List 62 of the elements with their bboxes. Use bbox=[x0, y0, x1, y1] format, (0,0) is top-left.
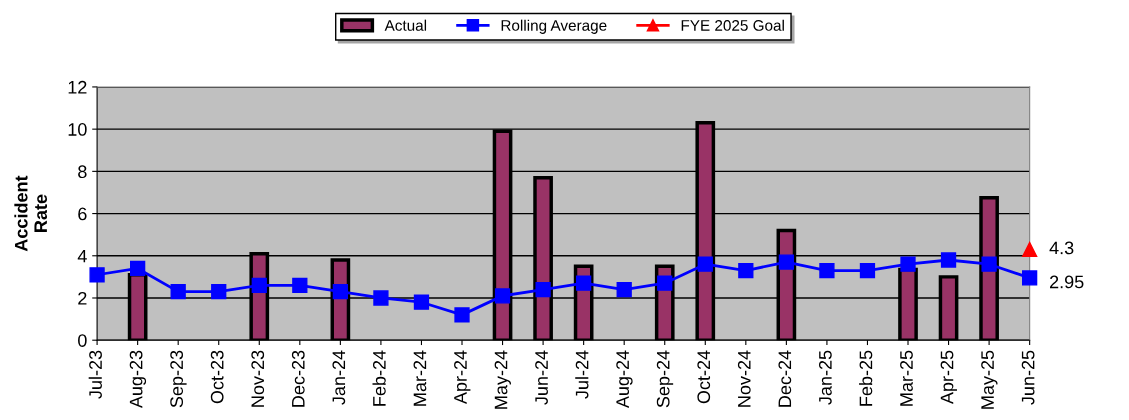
legend-label: Rolling Average bbox=[501, 19, 607, 34]
point bbox=[697, 256, 713, 272]
point bbox=[819, 262, 835, 279]
x-tick-label: Mar-24 bbox=[413, 350, 427, 406]
x-tick-label: May-24 bbox=[494, 350, 511, 409]
point bbox=[494, 288, 511, 304]
point bbox=[170, 284, 186, 300]
x-tick-label: Sep-24 bbox=[656, 350, 674, 408]
point bbox=[900, 256, 916, 272]
x-tick-label: Apr-24 bbox=[454, 350, 471, 405]
point bbox=[1022, 270, 1038, 286]
point bbox=[413, 294, 430, 310]
x-tick-label: Sep-23 bbox=[170, 350, 187, 408]
y-tick-label: 0 bbox=[78, 334, 87, 347]
point bbox=[89, 267, 105, 283]
point bbox=[251, 277, 267, 293]
point bbox=[332, 284, 349, 300]
point bbox=[616, 281, 632, 298]
data-label: 2.95 bbox=[1050, 275, 1084, 289]
point bbox=[859, 262, 876, 279]
point bbox=[981, 256, 997, 272]
point bbox=[657, 275, 673, 291]
x-tick-label: Dec-23 bbox=[291, 350, 305, 407]
point bbox=[1022, 241, 1038, 258]
y-tick-label: 10 bbox=[68, 123, 87, 136]
x-tick-label: Jun-25 bbox=[1021, 350, 1035, 405]
point bbox=[535, 281, 551, 298]
y-tick-label: 6 bbox=[78, 207, 87, 221]
y-tick-label: 4 bbox=[77, 249, 87, 263]
legend-label: FYE 2025 Goal bbox=[681, 19, 784, 31]
x-tick-label: Dec-24 bbox=[778, 350, 792, 407]
x-tick-label: Jul-24 bbox=[575, 350, 589, 399]
x-tick-label: Feb-24 bbox=[372, 350, 386, 406]
y-tick-label: 8 bbox=[78, 165, 87, 179]
point bbox=[454, 307, 470, 323]
x-tick-label: Nov-23 bbox=[251, 350, 265, 407]
point bbox=[778, 254, 795, 270]
point bbox=[292, 277, 308, 293]
point bbox=[738, 262, 754, 279]
point bbox=[130, 260, 146, 277]
x-tick-label: Jun-24 bbox=[535, 350, 548, 405]
point bbox=[940, 252, 957, 268]
x-tick-label: Jan-25 bbox=[818, 350, 832, 405]
x-tick-label: Apr-25 bbox=[940, 350, 957, 405]
y-tick-label: 12 bbox=[68, 80, 87, 94]
x-tick-label: Jan-24 bbox=[332, 350, 346, 405]
x-tick-label: Aug-23 bbox=[129, 350, 147, 409]
legend-label: Actual bbox=[384, 19, 427, 31]
x-tick-label: Mar-25 bbox=[900, 350, 913, 406]
x-tick-label: Aug-24 bbox=[616, 350, 633, 409]
x-tick-label: Jul-23 bbox=[88, 350, 102, 399]
point bbox=[576, 275, 592, 291]
x-tick-label: Feb-25 bbox=[859, 350, 873, 406]
data-label: 4.3 bbox=[1049, 241, 1074, 255]
x-tick-label: Nov-24 bbox=[737, 350, 751, 407]
y-tick-label: 2 bbox=[78, 291, 87, 305]
x-tick-label: Oct-24 bbox=[697, 350, 711, 404]
y-axis-title: Accident Rate bbox=[14, 175, 48, 252]
point bbox=[211, 284, 227, 300]
x-tick-label: Oct-23 bbox=[210, 350, 224, 404]
point bbox=[373, 290, 389, 306]
x-tick-label: May-25 bbox=[981, 350, 998, 409]
